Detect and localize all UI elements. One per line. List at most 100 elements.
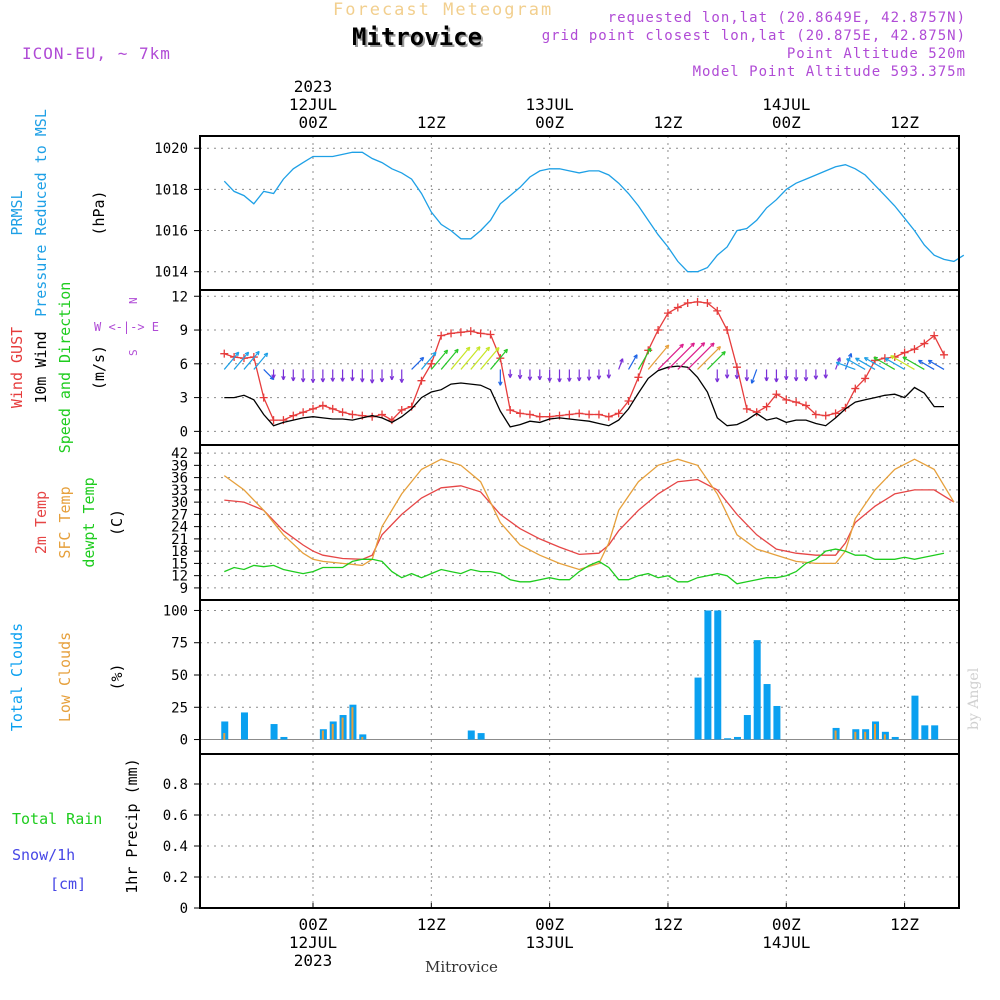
total-cloud-bar bbox=[280, 736, 288, 740]
y-axis-label: PRMSL bbox=[8, 190, 26, 235]
gust-marker bbox=[940, 350, 949, 359]
wind-arrow-head bbox=[890, 355, 895, 360]
wind-arrow bbox=[223, 351, 240, 370]
wind-arrow bbox=[618, 358, 624, 370]
bottom-time-label: 00Z bbox=[772, 915, 801, 934]
wind-arrow-head bbox=[443, 349, 449, 355]
wind-arrow bbox=[884, 357, 905, 370]
gust-marker bbox=[309, 404, 317, 413]
wind-arrow-head bbox=[547, 377, 552, 382]
y-tick-label: 12 bbox=[171, 569, 188, 585]
top-time-label: 12Z bbox=[417, 113, 446, 132]
wind-arrow bbox=[243, 350, 260, 370]
wind-arrow bbox=[846, 358, 866, 370]
precip-label-snow: Snow/1h bbox=[12, 846, 75, 864]
wind-arrow-head bbox=[234, 351, 240, 357]
total-cloud-bar bbox=[743, 715, 751, 740]
gust-marker bbox=[525, 410, 534, 419]
y-tick-label: 1014 bbox=[154, 265, 188, 281]
wind-arrow bbox=[864, 357, 886, 370]
wind-arrow-head bbox=[503, 348, 508, 354]
y-axis-label: Total Clouds bbox=[8, 623, 26, 731]
wind-arrow-head bbox=[271, 374, 276, 379]
wind-arrow-head bbox=[847, 353, 853, 358]
wind-arrow bbox=[470, 346, 490, 370]
wind-arrow-head bbox=[721, 351, 726, 356]
gust-marker bbox=[634, 373, 643, 382]
y-tick-label: 0 bbox=[180, 424, 188, 440]
gust-marker bbox=[930, 331, 939, 340]
gust-marker bbox=[703, 299, 712, 308]
wind-arrow-head bbox=[750, 379, 755, 384]
wind-arrow-head bbox=[476, 346, 481, 351]
wind-arrow-head bbox=[330, 377, 336, 382]
series-line bbox=[224, 301, 945, 421]
gust-marker bbox=[289, 411, 298, 420]
gust-marker bbox=[772, 390, 781, 399]
y-tick-label: 0.4 bbox=[163, 839, 188, 855]
wind-arrow bbox=[480, 347, 500, 370]
wind-arrow-head bbox=[835, 361, 841, 366]
low-cloud-bar bbox=[341, 717, 344, 740]
y-axis-label: 2m Temp bbox=[32, 491, 50, 554]
gust-marker bbox=[851, 384, 860, 393]
wind-arrow-head bbox=[664, 344, 670, 350]
series-line bbox=[223, 151, 965, 273]
wind-arrow-head bbox=[823, 374, 829, 379]
y-axis-label: Speed and Direction bbox=[56, 282, 74, 454]
y-tick-label: 33 bbox=[171, 483, 188, 499]
wind-arrow-head bbox=[290, 377, 296, 382]
wind-direction-north: N bbox=[127, 297, 140, 304]
wind-arrow-head bbox=[714, 378, 720, 383]
wind-arrow-head bbox=[340, 377, 345, 382]
y-tick-label: 39 bbox=[171, 458, 188, 474]
wind-arrow-head bbox=[399, 378, 405, 383]
top-time-label: 13JUL bbox=[526, 95, 574, 114]
bottom-time-label: 14JUL bbox=[762, 933, 810, 952]
y-tick-label: 0 bbox=[180, 901, 188, 917]
gust-marker bbox=[447, 329, 456, 338]
gust-marker bbox=[811, 410, 820, 419]
bottom-time-label: 00Z bbox=[299, 915, 328, 934]
panel-frame bbox=[199, 289, 960, 446]
top-time-label: 2023 bbox=[294, 77, 333, 96]
y-axis-label: SFC Temp bbox=[56, 486, 74, 558]
y-tick-label: 9 bbox=[180, 581, 188, 597]
panel-frame bbox=[199, 135, 960, 291]
wind-arrow-head bbox=[432, 351, 437, 357]
top-time-label: 12JUL bbox=[289, 95, 337, 114]
y-axis-label: Low Clouds bbox=[56, 632, 74, 722]
total-cloud-bar bbox=[733, 736, 741, 740]
y-axis-label: dewpt Temp bbox=[80, 477, 98, 567]
gust-marker bbox=[713, 306, 722, 315]
total-cloud-bar bbox=[240, 712, 248, 740]
wind-arrow-head bbox=[813, 375, 819, 380]
gust-marker bbox=[575, 409, 584, 418]
gust-marker bbox=[723, 326, 732, 335]
gust-marker bbox=[299, 408, 308, 417]
wind-arrow-head bbox=[619, 358, 624, 363]
gust-marker bbox=[594, 410, 603, 419]
wind-arrow-head bbox=[716, 345, 722, 351]
y-tick-label: 3 bbox=[180, 391, 188, 407]
gust-marker bbox=[624, 396, 633, 405]
y-tick-label: 0 bbox=[180, 733, 188, 749]
forecast-title: Forecast Meteogram bbox=[333, 0, 554, 20]
low-cloud-bar bbox=[874, 724, 877, 740]
wind-arrow-head bbox=[863, 357, 869, 362]
wind-arrow-head bbox=[734, 374, 740, 380]
wind-arrow-head bbox=[244, 351, 250, 357]
model-label: ICON-EU, ~ 7km bbox=[22, 44, 171, 63]
wind-arrow bbox=[460, 346, 481, 370]
wind-arrow-head bbox=[596, 375, 602, 380]
wind-arrow bbox=[450, 346, 471, 370]
gust-marker bbox=[614, 409, 623, 418]
y-tick-label: 36 bbox=[171, 471, 188, 487]
total-cloud-bar bbox=[467, 730, 475, 740]
wind-arrow bbox=[421, 351, 437, 370]
wind-arrow bbox=[836, 361, 856, 371]
y-tick-label: 18 bbox=[171, 544, 188, 560]
total-cloud-bar bbox=[931, 725, 939, 740]
y-tick-label: 0.6 bbox=[163, 808, 188, 824]
